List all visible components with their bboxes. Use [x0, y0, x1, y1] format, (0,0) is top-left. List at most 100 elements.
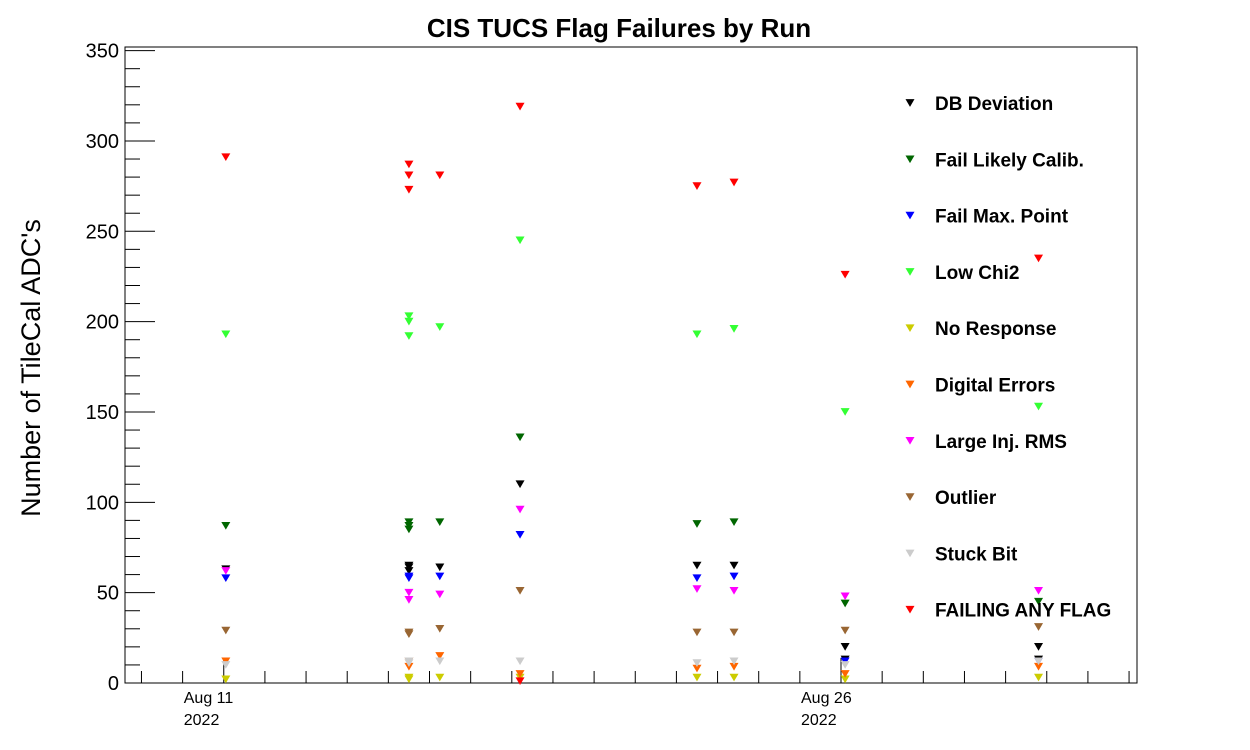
y-tick-label: 150	[86, 402, 119, 424]
marker-digital-errors	[840, 670, 850, 678]
marker-failing-any-flag	[404, 171, 414, 180]
chart-title: CIS TUCS Flag Failures by Run	[427, 13, 811, 43]
marker-fail-likely-calib	[1034, 597, 1044, 606]
x-tick-label: Aug 11	[184, 690, 234, 707]
marker-failing-any-flag	[221, 153, 231, 162]
marker-no-response	[221, 675, 231, 684]
y-tick-label: 250	[86, 221, 119, 243]
marker-no-response	[1034, 673, 1044, 682]
marker-failing-any-flag	[840, 270, 850, 279]
data-marks	[221, 102, 1044, 686]
marker-fail-likely-calib	[404, 525, 414, 534]
marker-digital-errors	[435, 652, 445, 660]
marker-low-chi2	[840, 408, 850, 416]
legend-label-no-response: No Response	[935, 319, 1056, 340]
marker-failing-any-flag	[515, 102, 525, 111]
marker-stuck-bit	[840, 661, 850, 669]
marker-failing-any-flag	[515, 677, 525, 686]
legend-label-db-deviation: DB Deviation	[935, 94, 1053, 115]
marker-large-inj-rms	[692, 585, 702, 593]
marker-stuck-bit	[435, 657, 445, 666]
legend: DB Deviation Fail Likely Calib. Fail Max. …	[905, 94, 1111, 622]
plot-frame	[124, 46, 1138, 684]
marker-failing-any-flag	[435, 171, 445, 180]
y-tick-label: 0	[108, 673, 119, 695]
marker-db-deviation	[404, 561, 414, 570]
y-tick-label: 350	[86, 41, 119, 63]
marker-outlier	[1034, 623, 1044, 631]
marker-fail-likely-calib	[515, 433, 525, 442]
marker-outlier	[404, 630, 414, 639]
legend-label-large-inj-rms: Large Inj. RMS	[935, 432, 1067, 453]
marker-outlier	[435, 624, 445, 633]
legend-label-failing-any-flag: FAILING ANY FLAG	[935, 601, 1111, 622]
legend-marker-no-response	[905, 324, 915, 333]
marker-digital-errors	[1034, 662, 1044, 671]
marker-failing-any-flag	[729, 178, 739, 187]
legend-marker-digital-errors	[905, 380, 915, 389]
marker-fail-likely-calib	[435, 518, 445, 527]
marker-failing-any-flag	[404, 160, 414, 169]
marker-outlier	[729, 628, 739, 637]
marker-fail-max-point	[435, 572, 445, 581]
marker-stuck-bit	[1034, 657, 1044, 666]
marker-fail-likely-calib	[692, 520, 702, 528]
legend-marker-fail-likely-calib	[905, 155, 915, 164]
y-tick-label: 300	[86, 131, 119, 153]
marker-low-chi2	[404, 312, 414, 321]
marker-low-chi2	[221, 330, 231, 339]
marker-low-chi2	[692, 330, 702, 339]
marker-large-inj-rms	[404, 588, 414, 597]
marker-digital-errors	[729, 662, 739, 671]
legend-label-fail-likely-calib: Fail Likely Calib.	[935, 150, 1084, 171]
marker-stuck-bit	[221, 661, 231, 669]
y-tick-label: 200	[86, 312, 119, 334]
marker-no-response	[840, 675, 850, 684]
marker-db-deviation	[435, 563, 445, 572]
marker-fail-likely-calib	[221, 521, 231, 530]
marker-fail-likely-calib	[729, 518, 739, 527]
marker-failing-any-flag	[1034, 254, 1044, 263]
y-tick-label: 100	[86, 492, 119, 514]
marker-large-inj-rms	[515, 505, 525, 514]
x-tick-year: 2022	[184, 712, 220, 729]
marker-large-inj-rms	[404, 596, 414, 604]
legend-label-low-chi2: Low Chi2	[935, 263, 1019, 284]
marker-db-deviation	[404, 567, 414, 575]
marker-outlier	[221, 626, 231, 635]
marker-low-chi2	[729, 325, 739, 333]
legend-label-stuck-bit: Stuck Bit	[935, 544, 1018, 565]
legend-marker-large-inj-rms	[905, 436, 915, 445]
legend-label-fail-max-point: Fail Max. Point	[935, 207, 1069, 228]
legend-marker-stuck-bit	[905, 549, 915, 558]
marker-fail-max-point	[404, 574, 414, 583]
marker-stuck-bit	[692, 659, 702, 667]
marker-digital-errors	[692, 664, 702, 673]
marker-digital-errors	[515, 670, 525, 678]
marker-low-chi2	[515, 236, 525, 245]
x-tick-label: Aug 26	[801, 690, 852, 707]
y-tick-label: 50	[97, 583, 119, 605]
marker-low-chi2	[1034, 402, 1044, 411]
marker-failing-any-flag	[404, 185, 414, 194]
legend-label-outlier: Outlier	[935, 488, 997, 509]
marker-large-inj-rms	[221, 567, 231, 575]
marker-low-chi2	[404, 332, 414, 340]
legend-marker-low-chi2	[905, 268, 915, 276]
marker-fail-max-point	[729, 572, 739, 581]
marker-fail-max-point	[692, 574, 702, 583]
legend-marker-failing-any-flag	[905, 605, 915, 614]
marker-db-deviation	[515, 480, 525, 489]
marker-large-inj-rms	[1034, 587, 1044, 595]
y-axis-label: Number of TileCal ADC's	[16, 219, 46, 517]
marker-db-deviation	[1034, 643, 1044, 651]
marker-large-inj-rms	[729, 587, 739, 595]
marker-stuck-bit	[729, 657, 739, 666]
marker-outlier	[840, 626, 850, 635]
marker-stuck-bit	[515, 657, 525, 666]
marker-no-response	[404, 675, 414, 684]
marker-db-deviation	[692, 561, 702, 570]
marker-low-chi2	[435, 323, 445, 331]
marker-fail-likely-calib	[840, 599, 850, 608]
